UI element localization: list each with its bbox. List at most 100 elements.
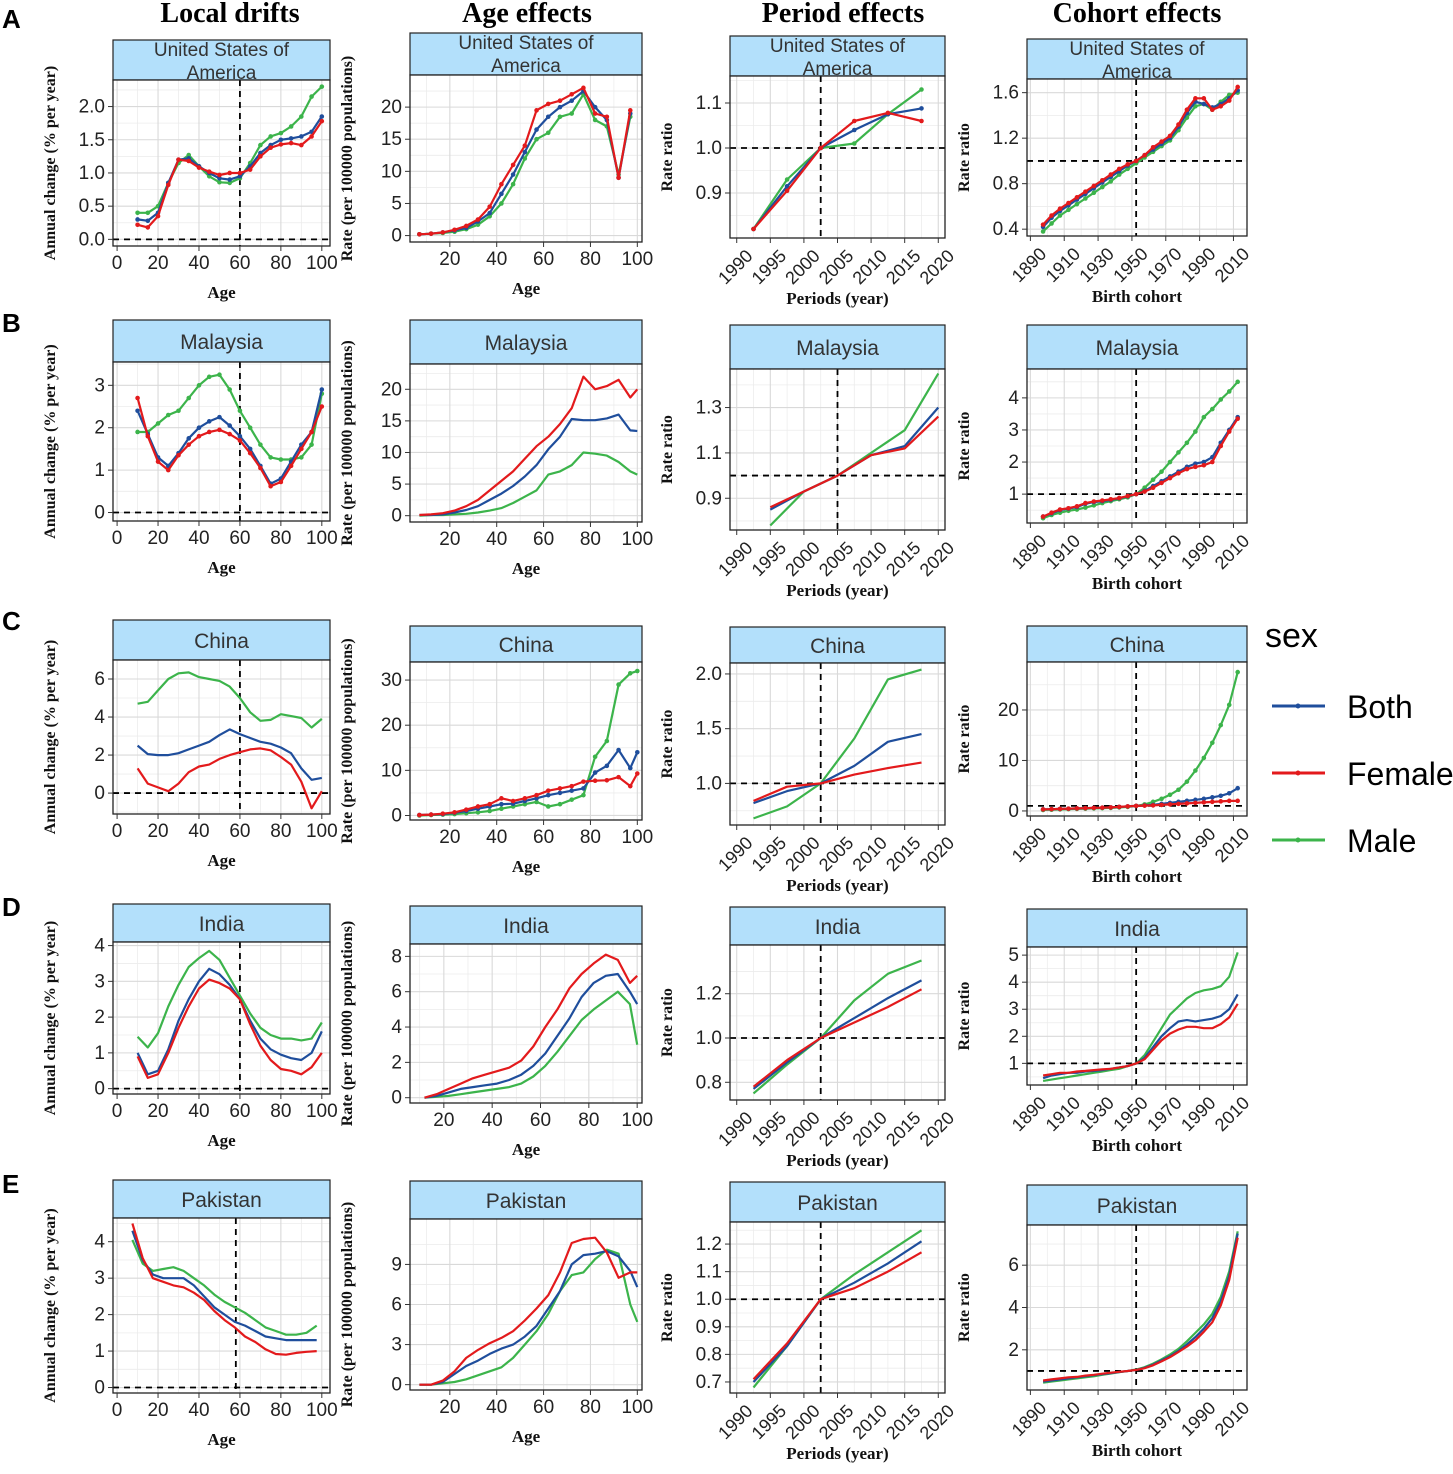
panel-d-age: India 20 40 60 80 100 0 2 4 6 8 Age Rate (per 100000… [339,905,653,1159]
plot-border [409,363,643,523]
series-group [136,671,323,810]
data-point-both [1193,461,1198,466]
x-axis-title: Periods (year) [786,1151,888,1170]
data-point-female [1201,462,1207,468]
data-point-female [522,796,528,801]
x-axis-title: Birth cohort [1092,867,1183,886]
x-tick-label: 0 [112,253,123,274]
facet-title: Malaysia [485,332,568,355]
x-tick-label: 20 [439,249,460,270]
panel-a-period: United States ofAmerica19901995200020052… [659,35,958,308]
x-tick-label: 1970 [1143,244,1185,286]
facet-title-line-1: United States of [458,33,594,54]
data-point-female [1083,805,1088,811]
x-axis-title: Age [207,1131,236,1150]
panel-b-local: Malaysia 0 20 40 60 80 100 0 1 2 3 Age Annual change… [42,319,338,577]
data-point-male [1074,201,1080,207]
data-point-both [627,765,633,771]
data-point-female [1091,183,1097,189]
y-tick-label: 0 [391,226,402,247]
y-axis-title: Rate ratio [956,123,973,192]
data-point-male [1083,196,1088,201]
y-tick-label: 5 [391,474,402,495]
facet-strip [112,319,331,363]
series-group [419,1236,639,1386]
plot-border [112,1217,331,1394]
x-tick-label: 1970 [1143,1093,1185,1135]
data-point-female [475,804,481,809]
x-tick-label: 1890 [1008,244,1050,286]
data-point-female [1176,801,1181,807]
series-group [417,668,640,818]
series-group [752,959,923,1095]
data-point-female [1108,172,1114,177]
data-point-female [616,175,621,181]
data-point-female [176,157,181,162]
x-tick-label: 2005 [815,246,857,288]
x-tick-label: 100 [621,827,653,848]
data-point-female [581,85,586,91]
data-point-male [227,387,232,392]
x-tick-label: 1995 [748,1401,790,1443]
x-tick-label: 40 [486,1397,507,1418]
data-point-both [319,114,325,119]
x-tick-label: 2010 [849,1401,891,1443]
row-letter-d: D [2,892,21,922]
data-point-male [319,84,325,89]
y-tick-label: 4 [1008,388,1019,409]
y-axis-title: Annual change (% per year) [42,66,59,260]
x-tick-label: 1990 [1177,1093,1219,1135]
x-tick-label: 1910 [1042,1093,1084,1135]
facet-strip [409,1180,643,1220]
data-point-female [1184,466,1190,472]
facet-strip [1026,38,1248,80]
data-point-female [1193,96,1198,101]
data-point-female [1167,475,1173,481]
x-tick-label: 2005 [815,1401,857,1443]
data-point-female [440,230,446,235]
data-point-female [1049,806,1054,812]
data-point-male [499,806,504,812]
data-point-both [1201,796,1207,802]
data-point-female [1040,222,1046,227]
data-point-female [258,465,263,471]
legend-label-female: Female [1347,756,1453,792]
y-tick-label: 10 [381,442,402,463]
data-point-female [247,450,253,456]
y-tick-label: 1.2 [993,128,1019,149]
y-tick-label: 0.8 [696,1344,722,1365]
data-point-both [196,425,202,431]
data-point-female [1133,803,1139,809]
y-tick-label: 0 [391,506,402,527]
data-point-both [237,173,243,179]
legend-title: sex [1265,617,1318,655]
data-point-both [217,175,222,181]
series-line-female [419,1236,638,1386]
y-tick-label: 0 [94,1079,105,1100]
plot-background [113,1218,330,1393]
x-tick-label: 1970 [1143,1398,1185,1440]
data-point-female [145,433,151,439]
x-tick-label: 0 [112,1101,123,1122]
facet-title: Malaysia [1096,337,1179,360]
data-point-male [1040,229,1046,234]
y-tick-label: 4 [1008,972,1019,993]
y-tick-label: 1.5 [79,130,105,151]
data-point-female [592,778,598,784]
data-point-female [155,213,161,219]
plot-border [1026,368,1248,524]
data-point-male [206,173,212,179]
data-point-female [627,783,633,789]
data-point-both [237,433,243,439]
data-point-female [1074,195,1080,200]
series-line-male [752,88,923,230]
row-letter-e: E [2,1169,19,1199]
series-line-male [419,451,638,517]
data-point-both [851,127,857,133]
data-point-both [635,749,640,755]
y-tick-label: 4 [94,707,105,728]
x-axis-title: Age [512,857,541,876]
